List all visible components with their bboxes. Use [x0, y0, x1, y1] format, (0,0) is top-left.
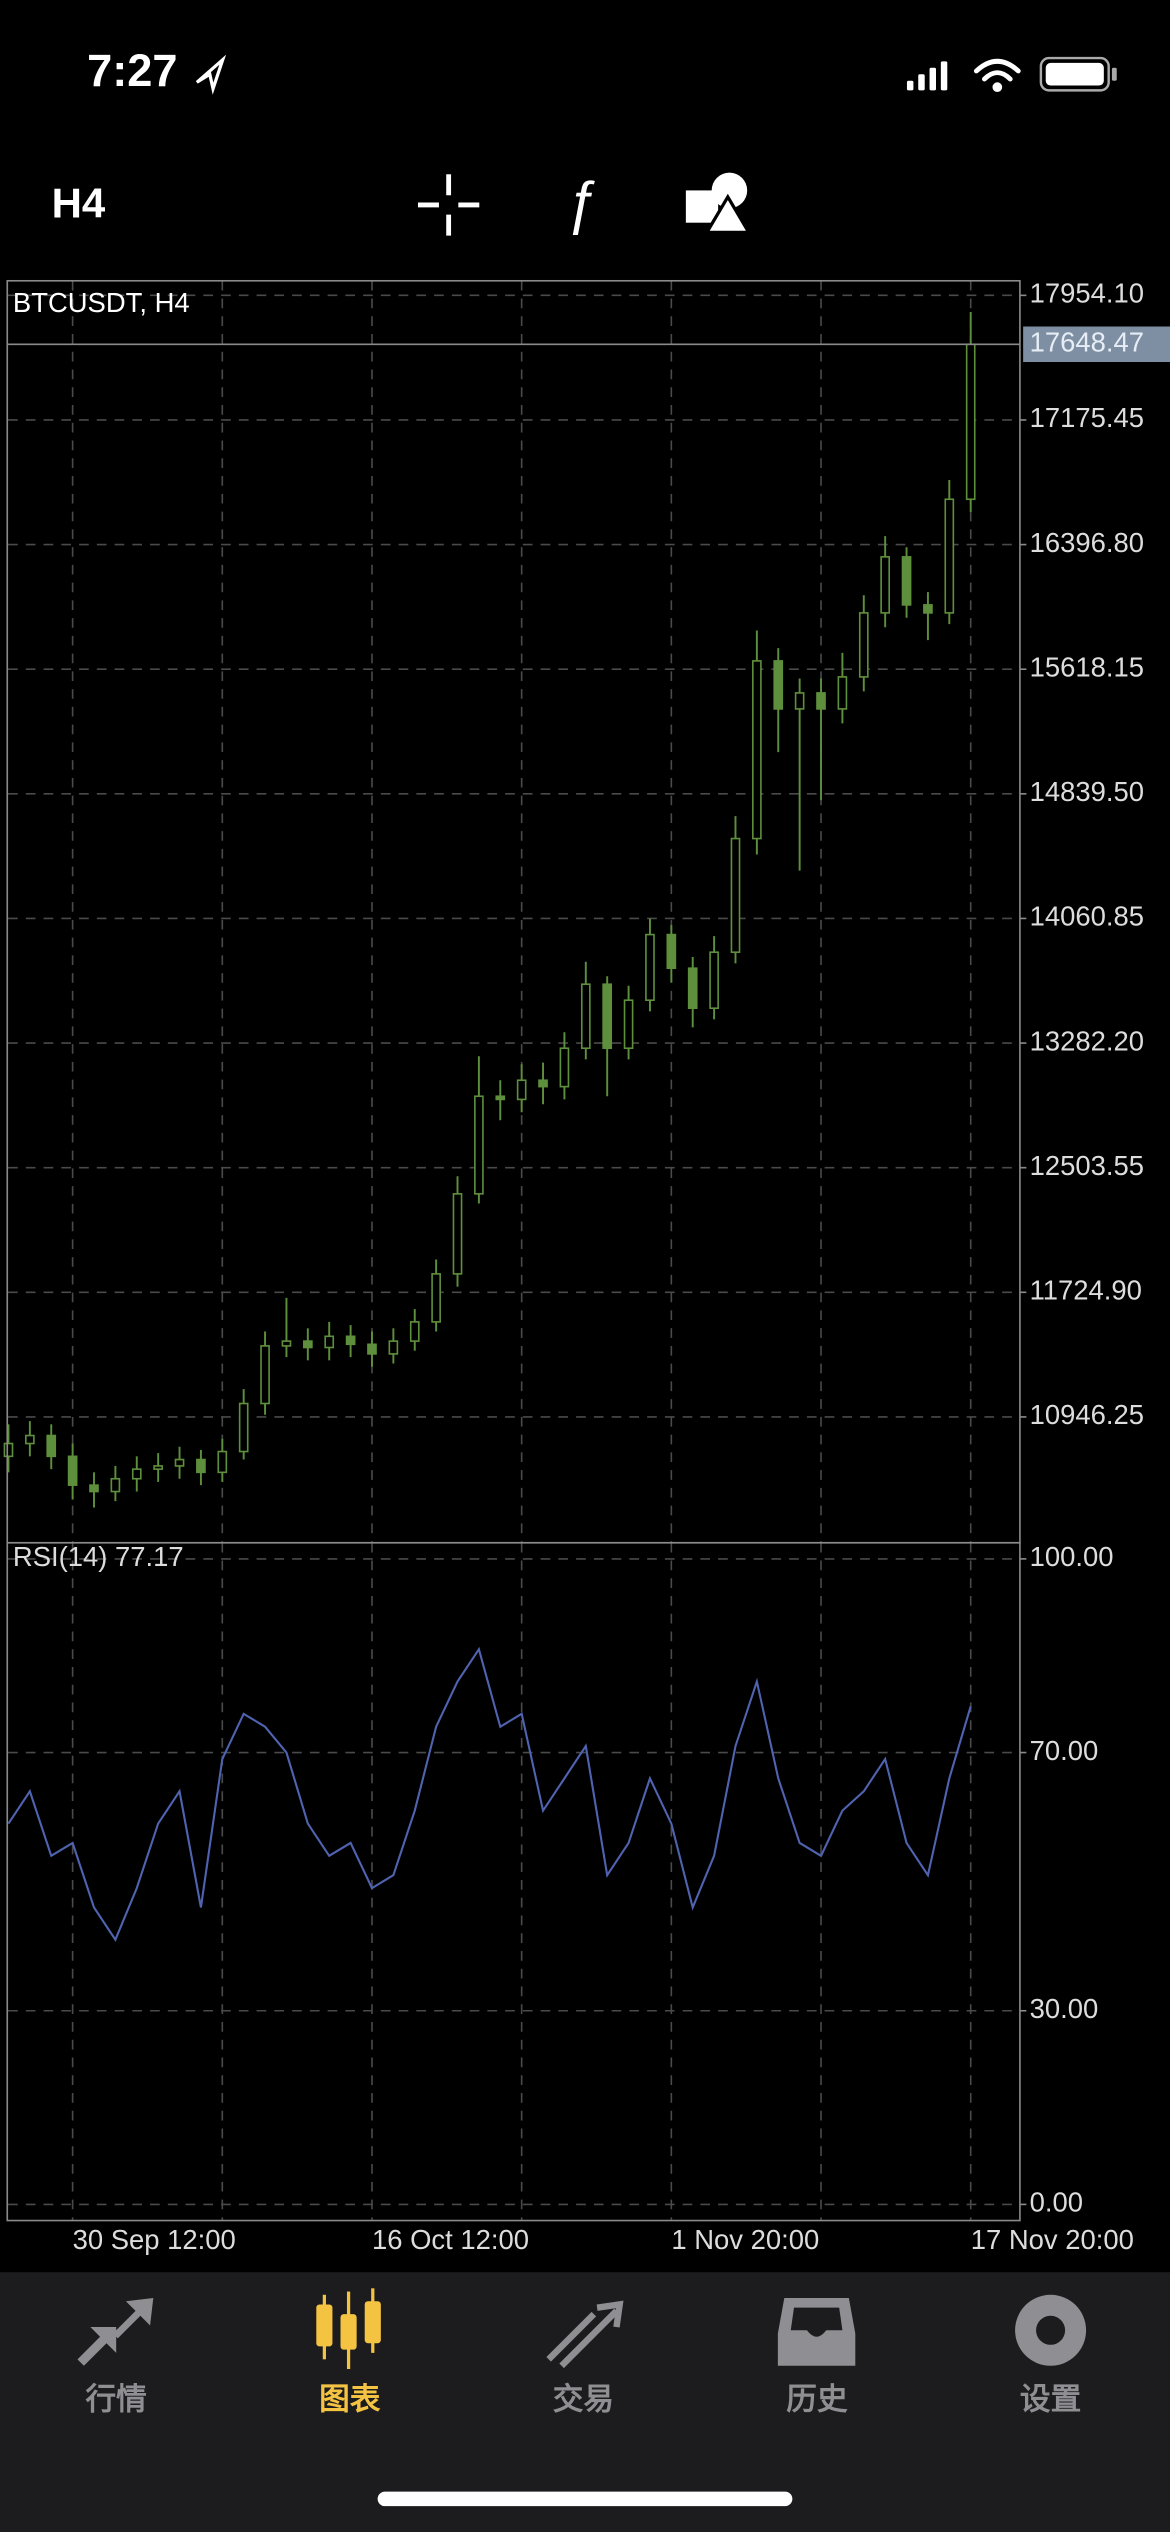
tab-labels: 行情 图表 交易 历史 设置	[85, 2381, 1082, 2416]
candle-body	[580, 983, 591, 1050]
candle-body	[516, 1079, 527, 1101]
candle-body	[602, 983, 613, 1050]
y-tick-label: 100.00	[1030, 1541, 1114, 1572]
y-tick-label: 30.00	[1030, 1993, 1099, 2024]
candle-body	[409, 1321, 420, 1342]
candle-body	[110, 1477, 121, 1493]
candle-body	[67, 1455, 78, 1486]
home-indicator	[377, 2491, 793, 2507]
y-tick-label: 10946.25	[1030, 1399, 1144, 1430]
candle-body	[752, 660, 762, 840]
tab-label[interactable]: 交易	[553, 2381, 614, 2416]
battery-icon	[1039, 56, 1117, 92]
crosshair-button[interactable]	[417, 174, 480, 236]
candle-body	[687, 967, 698, 1010]
tab-label[interactable]: 历史	[786, 2382, 848, 2416]
chart-area[interactable]: 30 Sep 12:00 16 Oct 12:00 1 Nov 20:00 17 No…	[3, 278, 1170, 2255]
tab-icon-trade[interactable]	[546, 2300, 624, 2369]
candle-body	[131, 1468, 142, 1480]
y-tick-label: 17175.45	[1030, 402, 1144, 433]
tab-icon-quotes[interactable]	[77, 2298, 154, 2366]
status-time: 7:27	[87, 45, 177, 96]
y-tick-label: 13282.20	[1030, 1025, 1144, 1056]
y-tick-label: 17954.10	[1030, 278, 1144, 309]
tab-label[interactable]: 设置	[1020, 2382, 1081, 2416]
y-tick-label: 0.00	[1030, 2187, 1083, 2218]
candle-body	[965, 343, 976, 501]
rsi-panel-border	[6, 1541, 1021, 2222]
candle-body	[495, 1095, 506, 1101]
candle-body	[89, 1484, 99, 1493]
candle-body	[666, 933, 677, 970]
candle-body	[645, 933, 655, 1002]
signal-icon	[906, 61, 948, 91]
candle-body	[388, 1340, 399, 1355]
timeframe-button[interactable]: H4	[52, 180, 106, 227]
candle-body	[794, 692, 805, 710]
candle-body	[238, 1402, 249, 1453]
candle-body	[281, 1340, 292, 1347]
candle-body	[730, 837, 741, 953]
candle-body	[880, 556, 891, 614]
y-tick-label: 15618.15	[1030, 651, 1144, 682]
candle-body	[431, 1273, 441, 1323]
y-tick-label: 14839.50	[1030, 776, 1144, 807]
candle-body	[3, 1442, 14, 1458]
candle-body	[302, 1340, 313, 1349]
candle-body	[46, 1434, 57, 1458]
y-tick-label: 11724.90	[1030, 1275, 1142, 1306]
chart-title: BTCUSDT, H4	[13, 287, 190, 318]
candle-body	[196, 1458, 206, 1474]
tab-icon-settings[interactable]	[1015, 2294, 1087, 2366]
candle-body	[538, 1079, 548, 1088]
candle-body	[153, 1465, 163, 1470]
candle-body	[901, 556, 912, 606]
current-price-tag	[1023, 326, 1170, 363]
candle-body	[773, 660, 784, 710]
candle-body	[858, 612, 869, 678]
x-tick-label: 16 Oct 12:00	[372, 2224, 529, 2255]
tab-icon-history[interactable]	[777, 2298, 856, 2366]
indicator-button[interactable]: ƒ	[565, 170, 597, 235]
candle-body	[837, 676, 848, 710]
x-tick-label: 17 Nov 20:00	[971, 2224, 1134, 2255]
y-tick-label: 16396.80	[1030, 527, 1144, 558]
candle-body	[623, 999, 634, 1050]
x-tick-label: 1 Nov 20:00	[671, 2224, 819, 2255]
candle-body	[324, 1335, 335, 1349]
y-tick-label: 70.00	[1030, 1735, 1099, 1766]
tab-icon-chart[interactable]	[316, 2288, 381, 2370]
y-tick-label: 14060.85	[1030, 901, 1144, 932]
x-tick-label: 30 Sep 12:00	[73, 2224, 236, 2255]
tab-label[interactable]: 行情	[85, 2382, 147, 2416]
current-price-label: 17648.47	[1030, 327, 1144, 358]
candle-body	[174, 1458, 185, 1467]
candle-body	[452, 1193, 463, 1275]
y-tick-label: 12503.55	[1030, 1150, 1144, 1181]
wifi-icon	[973, 58, 1021, 92]
tab-bar	[0, 2272, 1170, 2532]
rsi-title: RSI(14) 77.17	[13, 1541, 184, 1572]
location-icon	[195, 54, 227, 95]
candle-body	[25, 1434, 35, 1445]
candle-body	[559, 1047, 570, 1088]
candle-body	[816, 692, 826, 710]
candle-body	[923, 604, 933, 614]
candle-body	[367, 1343, 377, 1355]
candle-body	[709, 951, 719, 1010]
candle-body	[260, 1345, 270, 1405]
objects-button[interactable]	[685, 172, 752, 234]
candle-body	[217, 1450, 228, 1474]
candle-body	[345, 1335, 356, 1346]
candle-body	[944, 498, 955, 614]
candle-body	[474, 1095, 484, 1195]
tab-label[interactable]: 图表	[319, 2382, 381, 2416]
rsi-line	[7, 1646, 972, 1942]
